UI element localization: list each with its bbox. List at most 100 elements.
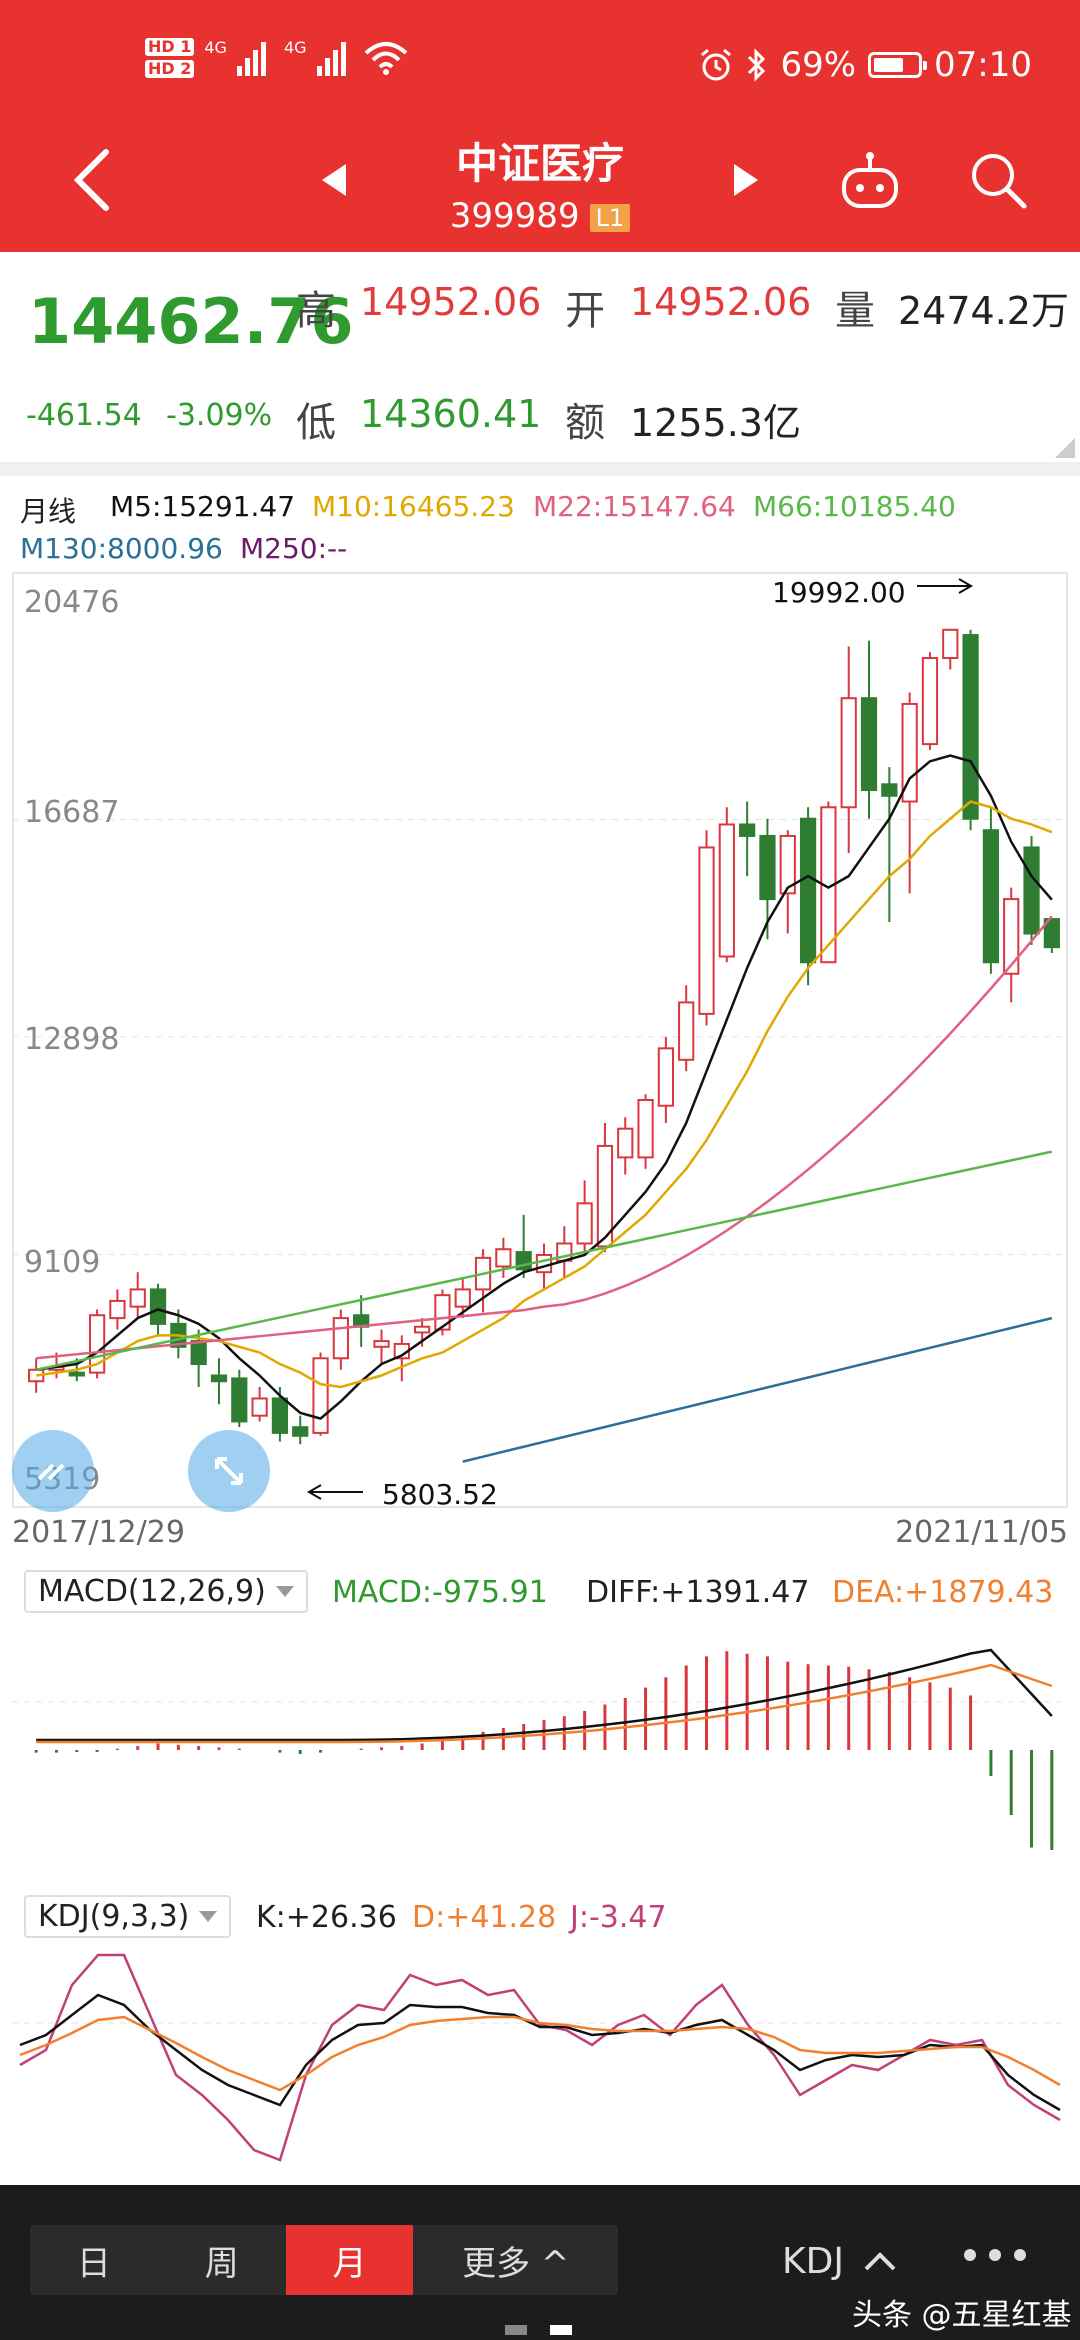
volume-label: 量 xyxy=(835,288,875,334)
back-icon[interactable] xyxy=(72,148,112,212)
battery-percent: 69% xyxy=(780,45,857,85)
k-line xyxy=(19,1993,1061,2112)
search-icon[interactable] xyxy=(968,150,1028,210)
candle xyxy=(414,1325,431,1334)
change-pct: -3.09% xyxy=(166,398,273,433)
diff-value: DIFF:+1391.47 xyxy=(586,1575,810,1610)
battery-icon xyxy=(868,52,928,78)
candle xyxy=(495,1248,512,1268)
robot-icon[interactable] xyxy=(838,150,902,210)
end-date: 2021/11/05 xyxy=(895,1515,1068,1550)
candle xyxy=(657,1047,674,1107)
dea-line xyxy=(36,1663,1053,1744)
candle xyxy=(1003,898,1020,975)
next-arrow-icon[interactable] xyxy=(732,162,760,198)
fullscreen-icon xyxy=(215,1457,243,1485)
wifi-icon xyxy=(364,42,407,75)
indicator-selector[interactable]: KDJ xyxy=(782,2241,844,2282)
ma5-line xyxy=(35,754,1053,1420)
kdj-selector[interactable]: KDJ(9,3,3) xyxy=(24,1895,232,1938)
candle xyxy=(251,1397,268,1417)
candle xyxy=(759,834,776,901)
index-title: 中证医疗 xyxy=(455,139,624,188)
d-line xyxy=(19,2015,1061,2092)
candle xyxy=(637,1098,654,1159)
candle xyxy=(881,783,898,797)
tab-month[interactable]: 月 xyxy=(285,2225,414,2295)
change-value: -461.54 xyxy=(26,398,142,433)
candle xyxy=(271,1397,289,1434)
candle xyxy=(799,817,817,964)
start-date: 2017/12/29 xyxy=(12,1515,185,1550)
candle xyxy=(840,697,857,809)
candle xyxy=(312,1357,329,1434)
candle xyxy=(68,1371,85,1377)
candle xyxy=(129,1288,146,1308)
hd-badges: HD 1 HD 2 xyxy=(145,38,195,78)
kdj-chart[interactable] xyxy=(12,1945,1068,2165)
diff-line xyxy=(36,1648,1053,1742)
net1-label: 4G xyxy=(204,38,227,57)
amount-label: 额 xyxy=(565,400,605,446)
page-indicator xyxy=(505,2325,527,2335)
tab-week[interactable]: 周 xyxy=(204,2243,239,2284)
candle xyxy=(739,823,756,837)
candle xyxy=(109,1299,126,1320)
k-value: K:+26.36 xyxy=(256,1900,397,1935)
amount-value: 1255.3亿 xyxy=(630,401,801,445)
corner-expand-icon[interactable] xyxy=(1055,438,1075,458)
candle xyxy=(942,628,959,660)
fullscreen-button[interactable] xyxy=(188,1430,270,1512)
hd2-badge: HD 2 xyxy=(145,60,195,78)
ma130-label: M130:8000.96 xyxy=(20,532,223,565)
candle xyxy=(921,657,939,746)
kdj-selector-label: KDJ(9,3,3) xyxy=(38,1899,190,1934)
expand-left-button[interactable] xyxy=(12,1430,94,1512)
candle xyxy=(698,846,715,1015)
chevron-up-icon xyxy=(864,2252,896,2271)
candle xyxy=(454,1288,471,1308)
macd-selector-label: MACD(12,26,9) xyxy=(38,1574,266,1609)
y-tick-4: 9109 xyxy=(24,1245,101,1280)
macd-value: MACD:-975.91 xyxy=(332,1575,548,1610)
candle xyxy=(332,1317,349,1360)
ma5-label: M5:15291.47 xyxy=(110,490,296,523)
dea-value: DEA:+1879.43 xyxy=(832,1575,1054,1610)
high-label: 高 xyxy=(296,288,336,334)
candle xyxy=(434,1294,451,1331)
min-arrow-icon xyxy=(307,1484,363,1500)
candle xyxy=(149,1288,167,1325)
candle xyxy=(576,1202,593,1245)
candle xyxy=(373,1340,390,1348)
low-value: 14360.41 xyxy=(360,392,542,436)
signal-icon-2 xyxy=(316,40,346,76)
last-price: 14462.76 xyxy=(28,285,354,358)
open-label: 开 xyxy=(565,288,605,334)
ma66-label: M66:10185.40 xyxy=(753,490,956,523)
prev-arrow-icon[interactable] xyxy=(320,162,348,198)
candle-chart-frame[interactable] xyxy=(12,572,1068,1508)
level-badge: L1 xyxy=(589,203,631,232)
y-tick-2: 16687 xyxy=(24,795,120,830)
section-divider xyxy=(0,462,1080,476)
candle xyxy=(292,1426,309,1437)
period-label: 月线 xyxy=(20,495,77,528)
candle xyxy=(535,1253,553,1274)
app-header: HD 1 HD 2 4G 4G 69% 07:10 中证医疗 xyxy=(0,0,1080,252)
candle xyxy=(678,1001,695,1061)
macd-selector[interactable]: MACD(12,26,9) xyxy=(24,1570,308,1613)
tab-more[interactable]: 更多 ^ xyxy=(462,2243,570,2284)
d-value: D:+41.28 xyxy=(412,1900,557,1935)
net2-label: 4G xyxy=(283,38,307,57)
candle xyxy=(617,1127,634,1159)
candle-chart[interactable] xyxy=(12,572,1068,1508)
y-tick-3: 12898 xyxy=(24,1022,120,1057)
min-price-label: 5803.52 xyxy=(382,1478,498,1511)
candle xyxy=(860,697,878,792)
candle xyxy=(779,834,796,895)
tab-day[interactable]: 日 xyxy=(76,2243,111,2284)
more-dots-icon[interactable] xyxy=(960,2245,1030,2265)
low-label: 低 xyxy=(296,400,336,446)
macd-chart[interactable] xyxy=(12,1620,1068,1850)
j-line xyxy=(19,1953,1061,2162)
